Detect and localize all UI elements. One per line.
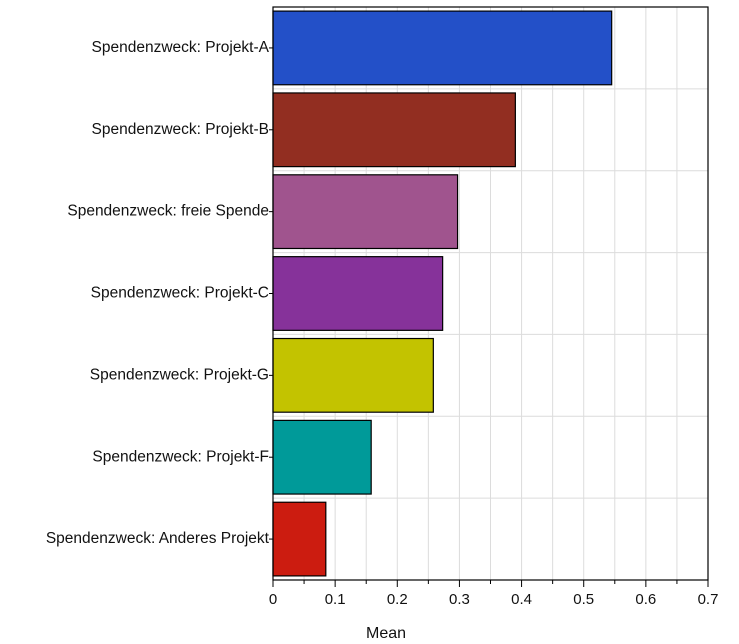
- value-axis: 0 0.1 0.2 0.3 0.4 0.5 0.6 0.7: [269, 580, 719, 608]
- bar: [272, 10, 613, 86]
- bar: [272, 256, 444, 331]
- x-tick-label: 0.6: [635, 591, 656, 608]
- x-tick-label: 0.7: [698, 591, 719, 608]
- bar: [272, 337, 434, 413]
- category-axis: Spendenzweck: Projekt-A Spendenzweck: Pro…: [46, 39, 273, 547]
- bar: [272, 174, 459, 250]
- x-tick-label: 0.2: [387, 591, 408, 608]
- category-label: Spendenzweck: freie Spende: [67, 203, 269, 220]
- x-tick-label: 0.1: [325, 591, 346, 608]
- x-axis-title: Mean: [366, 625, 406, 642]
- x-tick-label: 0.3: [449, 591, 470, 608]
- bar: [272, 501, 327, 577]
- x-tick-label: 0.5: [573, 591, 594, 608]
- category-label: Spendenzweck: Projekt-C: [91, 285, 269, 302]
- category-label: Spendenzweck: Projekt-F: [92, 448, 269, 465]
- x-tick-label: 0: [269, 591, 277, 608]
- bars: [272, 10, 613, 577]
- category-label: Spendenzweck: Projekt-A: [92, 39, 270, 56]
- category-label: Spendenzweck: Projekt-G: [90, 366, 269, 383]
- x-tick-label: 0.4: [511, 591, 532, 608]
- bar: [272, 419, 372, 495]
- category-label: Spendenzweck: Anderes Projekt: [46, 530, 270, 547]
- bar: [272, 92, 516, 168]
- category-label: Spendenzweck: Projekt-B: [92, 121, 269, 138]
